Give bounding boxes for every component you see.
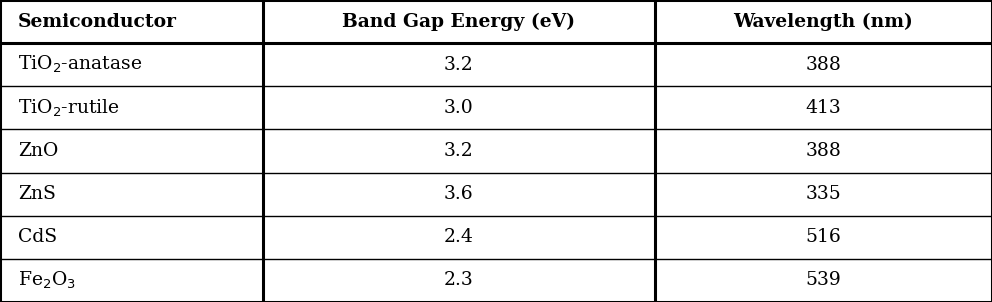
Bar [655, 0, 992, 43]
Bar [0, 172, 263, 216]
Bar [263, 259, 655, 302]
Text: 3.0: 3.0 [444, 99, 473, 117]
Bar [263, 172, 655, 216]
Text: ZnS: ZnS [18, 185, 56, 203]
Text: TiO$_2$-rutile: TiO$_2$-rutile [18, 97, 120, 118]
Bar [655, 216, 992, 259]
Bar [655, 172, 992, 216]
Text: 3.2: 3.2 [444, 142, 473, 160]
Text: 539: 539 [806, 271, 841, 289]
Bar [655, 86, 992, 130]
Text: Wavelength (nm): Wavelength (nm) [733, 12, 914, 31]
Text: 2.3: 2.3 [444, 271, 473, 289]
Bar [263, 216, 655, 259]
Bar [263, 43, 655, 86]
Text: ZnO: ZnO [18, 142, 59, 160]
Text: Fe$_2$O$_3$: Fe$_2$O$_3$ [18, 270, 75, 291]
Text: 3.2: 3.2 [444, 56, 473, 74]
Bar [263, 86, 655, 130]
Text: 388: 388 [806, 142, 841, 160]
Text: 516: 516 [806, 228, 841, 246]
Text: Semiconductor: Semiconductor [18, 13, 177, 31]
Bar [655, 259, 992, 302]
Bar [0, 43, 263, 86]
Bar [0, 259, 263, 302]
Text: 3.6: 3.6 [444, 185, 473, 203]
Text: CdS: CdS [18, 228, 57, 246]
Bar [0, 0, 263, 43]
Bar [263, 130, 655, 172]
Text: 388: 388 [806, 56, 841, 74]
Bar [655, 130, 992, 172]
Text: Band Gap Energy (eV): Band Gap Energy (eV) [342, 12, 575, 31]
Bar [655, 43, 992, 86]
Bar [263, 0, 655, 43]
Text: 2.4: 2.4 [443, 228, 474, 246]
Bar [0, 216, 263, 259]
Text: TiO$_2$-anatase: TiO$_2$-anatase [18, 54, 142, 76]
Text: 413: 413 [806, 99, 841, 117]
Bar [0, 86, 263, 130]
Bar [0, 130, 263, 172]
Text: 335: 335 [806, 185, 841, 203]
